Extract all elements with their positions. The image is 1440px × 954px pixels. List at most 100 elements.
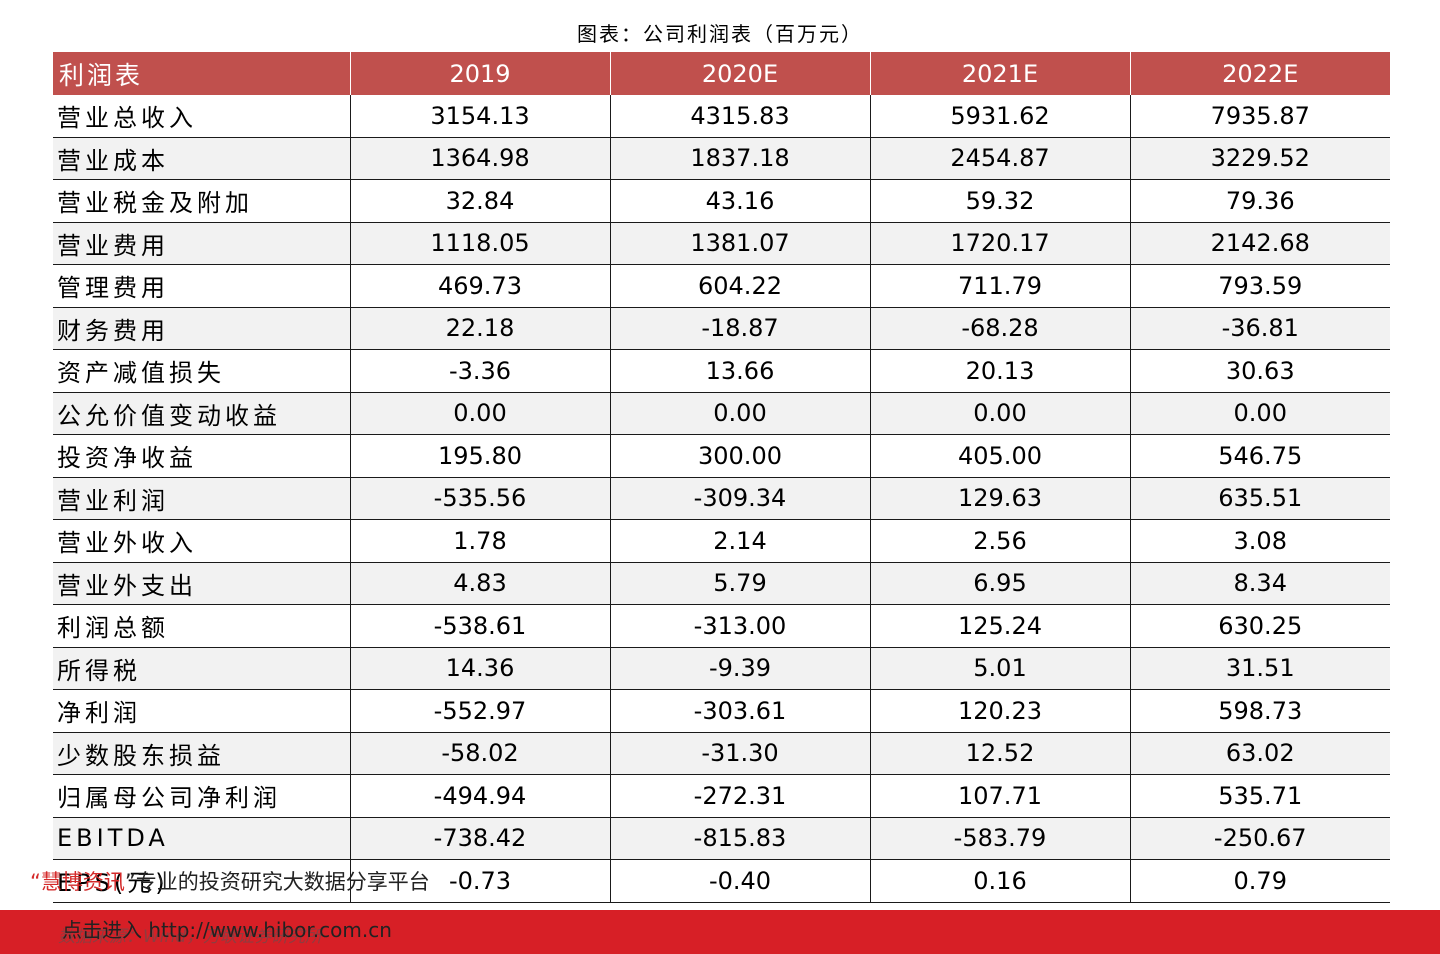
- value-cell: 2454.87: [869, 137, 1130, 180]
- value-cell: -494.94: [349, 774, 610, 818]
- value-cell: 598.73: [1129, 689, 1390, 733]
- value-cell: -68.28: [869, 307, 1130, 350]
- header-cell-2021e: 2021E: [869, 52, 1130, 95]
- value-cell: 125.24: [869, 604, 1130, 648]
- value-cell: 6.95: [869, 562, 1130, 605]
- value-cell: 630.25: [1129, 604, 1390, 648]
- value-cell: 59.32: [869, 179, 1130, 223]
- table-row: 投资净收益 195.80 300.00 405.00 546.75: [53, 434, 1390, 478]
- value-cell: 711.79: [869, 264, 1130, 308]
- value-cell: 2142.68: [1129, 222, 1390, 265]
- value-cell: -31.30: [609, 732, 870, 775]
- watermark-tagline: ”专业的投资研究大数据分享平台: [124, 870, 430, 894]
- value-cell: 1720.17: [869, 222, 1130, 265]
- value-cell: 120.23: [869, 689, 1130, 733]
- value-cell: 14.36: [349, 647, 610, 690]
- header-cell-label: 利润表: [53, 52, 350, 95]
- row-label-cell: 利润总额: [53, 604, 350, 648]
- row-label-cell: EPS(元): [53, 859, 350, 903]
- value-cell: 8.34: [1129, 562, 1390, 605]
- value-cell: -18.87: [609, 307, 870, 350]
- data-source-note: 数据来源：Wind，万联证券研究所: [58, 927, 323, 947]
- row-label-cell: 营业成本: [53, 137, 350, 180]
- row-label-cell: 资产减值损失: [53, 349, 350, 393]
- row-label-cell: 公允价值变动收益: [53, 392, 350, 435]
- row-label-cell: 营业外支出: [53, 562, 350, 605]
- row-label-cell: 营业外收入: [53, 519, 350, 563]
- row-label-cell: 营业税金及附加: [53, 179, 350, 223]
- value-cell: 12.52: [869, 732, 1130, 775]
- value-cell: 5931.62: [869, 95, 1130, 138]
- value-cell: 4315.83: [609, 95, 870, 138]
- table-row: 资产减值损失 -3.36 13.66 20.13 30.63: [53, 349, 1390, 393]
- table-body: 营业总收入 3154.13 4315.83 5931.62 7935.87 营业成本 136…: [53, 95, 1390, 903]
- row-label-cell: 所得税: [53, 647, 350, 690]
- value-cell: -309.34: [609, 477, 870, 520]
- value-cell: -272.31: [609, 774, 870, 818]
- value-cell: 63.02: [1129, 732, 1390, 775]
- row-label-cell: 财务费用: [53, 307, 350, 350]
- value-cell: 635.51: [1129, 477, 1390, 520]
- value-cell: 1837.18: [609, 137, 870, 180]
- table-header-row: 利润表 2019 2020E 2021E 2022E: [53, 52, 1390, 95]
- table-row: EPS(元) -0.73 -0.40 0.16 0.79: [53, 859, 1390, 903]
- value-cell: 300.00: [609, 434, 870, 478]
- value-cell: 43.16: [609, 179, 870, 223]
- value-cell: 4.83: [349, 562, 610, 605]
- row-label-cell: 投资净收益: [53, 434, 350, 478]
- value-cell: 0.00: [869, 392, 1130, 435]
- value-cell: 1381.07: [609, 222, 870, 265]
- value-cell: 1118.05: [349, 222, 610, 265]
- watermark-link[interactable]: 点击进入 http://www.hibor.com.cn: [62, 918, 392, 942]
- value-cell: 5.01: [869, 647, 1130, 690]
- row-label-cell: 少数股东损益: [53, 732, 350, 775]
- watermark-brand: “慧博资讯: [30, 870, 125, 894]
- value-cell: 22.18: [349, 307, 610, 350]
- value-cell: 107.71: [869, 774, 1130, 818]
- value-cell: 2.56: [869, 519, 1130, 563]
- value-cell: 0.00: [349, 392, 610, 435]
- table-caption: 图表：公司利润表（百万元）: [577, 22, 863, 46]
- table-row: 归属母公司净利润 -494.94 -272.31 107.71 535.71: [53, 774, 1390, 818]
- header-cell-2020e: 2020E: [609, 52, 870, 95]
- value-cell: 13.66: [609, 349, 870, 393]
- row-label-cell: 营业费用: [53, 222, 350, 265]
- value-cell: 0.00: [609, 392, 870, 435]
- table-row: 少数股东损益 -58.02 -31.30 12.52 63.02: [53, 732, 1390, 775]
- table-row: 营业利润 -535.56 -309.34 129.63 635.51: [53, 477, 1390, 520]
- table-row: 公允价值变动收益 0.00 0.00 0.00 0.00: [53, 392, 1390, 435]
- value-cell: 31.51: [1129, 647, 1390, 690]
- value-cell: -9.39: [609, 647, 870, 690]
- value-cell: 30.63: [1129, 349, 1390, 393]
- table-row: 净利润 -552.97 -303.61 120.23 598.73: [53, 689, 1390, 733]
- row-label-cell: 归属母公司净利润: [53, 774, 350, 818]
- table-row: 营业税金及附加 32.84 43.16 59.32 79.36: [53, 179, 1390, 223]
- row-label-cell: EBITDA: [53, 817, 350, 860]
- value-cell: 32.84: [349, 179, 610, 223]
- value-cell: -313.00: [609, 604, 870, 648]
- value-cell: 604.22: [609, 264, 870, 308]
- value-cell: 793.59: [1129, 264, 1390, 308]
- value-cell: -535.56: [349, 477, 610, 520]
- value-cell: -815.83: [609, 817, 870, 860]
- value-cell: -36.81: [1129, 307, 1390, 350]
- header-cell-2022e: 2022E: [1129, 52, 1390, 95]
- value-cell: 0.16: [869, 859, 1130, 903]
- value-cell: -738.42: [349, 817, 610, 860]
- value-cell: -552.97: [349, 689, 610, 733]
- value-cell: 546.75: [1129, 434, 1390, 478]
- watermark-banner: “慧博资讯”专业的投资研究大数据分享平台: [30, 866, 430, 896]
- value-cell: 7935.87: [1129, 95, 1390, 138]
- value-cell: -0.73: [349, 859, 610, 903]
- table-row: 所得税 14.36 -9.39 5.01 31.51: [53, 647, 1390, 690]
- row-label-cell: 营业总收入: [53, 95, 350, 138]
- value-cell: -303.61: [609, 689, 870, 733]
- value-cell: 535.71: [1129, 774, 1390, 818]
- table-row: EBITDA -738.42 -815.83 -583.79 -250.67: [53, 817, 1390, 860]
- table-row: 营业外支出 4.83 5.79 6.95 8.34: [53, 562, 1390, 605]
- value-cell: 1.78: [349, 519, 610, 563]
- table-row: 管理费用 469.73 604.22 711.79 793.59: [53, 264, 1390, 308]
- value-cell: 0.00: [1129, 392, 1390, 435]
- value-cell: -538.61: [349, 604, 610, 648]
- value-cell: 0.79: [1129, 859, 1390, 903]
